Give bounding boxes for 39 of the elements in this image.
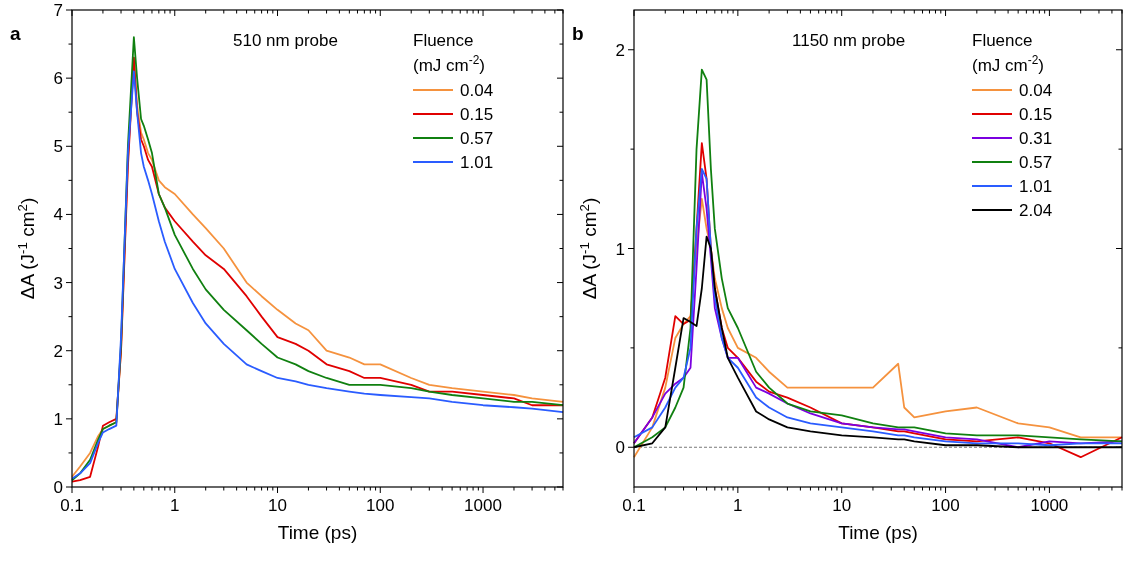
legend-label: 0.04 <box>1019 81 1053 100</box>
y-tick-label: 3 <box>53 273 63 293</box>
x-tick-label: 10 <box>832 496 852 515</box>
x-axis-title: Time (ps) <box>838 522 918 543</box>
y-tick-label: 1 <box>615 239 625 259</box>
legend-title: Fluence (mJ cm$^{-2}$) <box>413 31 485 75</box>
x-tick-label: 1 <box>733 496 743 515</box>
x-tick-label: 10 <box>268 496 287 515</box>
x-tick-label: 1000 <box>1030 496 1069 515</box>
legend-label: 0.57 <box>1019 153 1053 172</box>
x-tick-label: 100 <box>931 496 960 515</box>
y-tick-label: 0 <box>53 478 63 497</box>
x-axis-title: Time (ps) <box>277 522 358 543</box>
y-tick-label: 7 <box>53 1 63 20</box>
annotation: 1150 nm probe <box>792 31 906 50</box>
legend-label: 0.57 <box>460 129 494 148</box>
x-tick-label: 0.1 <box>622 496 646 515</box>
x-tick-label: 1000 <box>464 496 502 515</box>
y-tick-label: 2 <box>615 40 625 60</box>
legend-label: 0.04 <box>460 81 494 100</box>
y-tick-label: 6 <box>53 69 63 89</box>
text: b <box>572 23 584 44</box>
legend-label: 1.01 <box>460 153 494 172</box>
x-tick-label: 0.1 <box>60 496 84 515</box>
y-tick-label: 4 <box>53 205 63 225</box>
legend-label: 0.15 <box>460 105 494 124</box>
legend-label: 1.01 <box>1019 177 1053 196</box>
legend-title: Fluence (mJ cm$^{-2}$) <box>972 31 1044 75</box>
legend-label: 0.15 <box>1019 105 1053 124</box>
y-tick-label: 1 <box>53 409 63 429</box>
y-tick-label: 2 <box>53 341 63 361</box>
legend-label: 0.31 <box>1019 129 1053 148</box>
y-tick-label: 5 <box>53 137 63 157</box>
text: a <box>10 23 21 44</box>
y-tick-label: 0 <box>615 438 625 458</box>
annotation: 510 nm probe <box>233 31 338 50</box>
legend-label: 2.04 <box>1019 201 1053 220</box>
x-tick-label: 1 <box>170 496 180 515</box>
x-tick-label: 100 <box>366 496 395 515</box>
